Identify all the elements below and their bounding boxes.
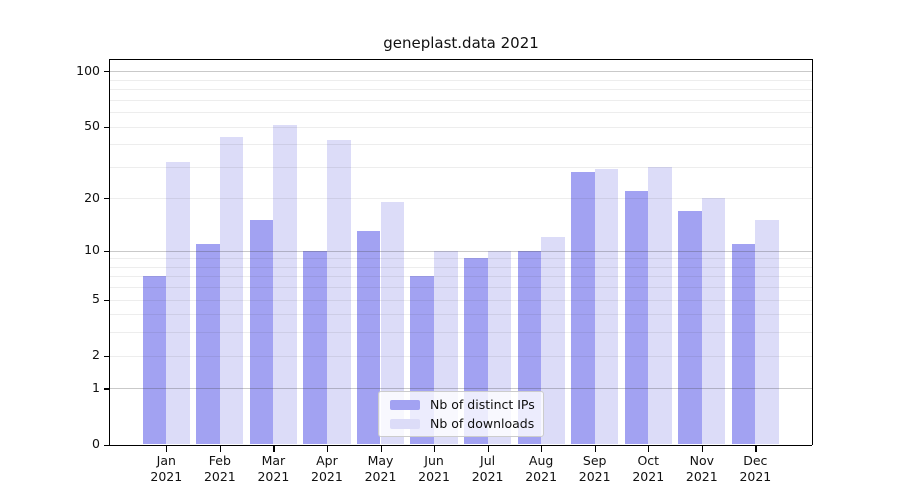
bar-oct-downloads [648, 166, 672, 445]
y-axis-tick [104, 388, 110, 390]
gridline-minor [110, 112, 812, 114]
gridline-major [110, 388, 812, 390]
gridline-minor [110, 99, 812, 101]
y-tick-label: 5 [92, 291, 100, 307]
x-axis-tick [701, 445, 703, 452]
gridline-minor [110, 276, 812, 278]
legend-item-distinct-ips: Nb of distinct IPs [379, 397, 543, 412]
x-tick-label: Apr 2021 [311, 452, 343, 485]
x-tick-label: Dec 2021 [739, 452, 772, 485]
bar-apr-downloads [326, 140, 351, 445]
legend-label-distinct-ips: Nb of distinct IPs [430, 397, 535, 412]
x-axis-tick [434, 445, 436, 452]
legend-item-downloads: Nb of downloads [379, 416, 543, 431]
bar-feb-downloads [219, 136, 244, 445]
bar-sep-downloads [594, 169, 619, 445]
bar-dec-distinct-ips [731, 243, 756, 445]
axis-spine-bottom [109, 444, 812, 446]
y-axis-tick [104, 444, 110, 446]
x-axis-tick [166, 445, 168, 452]
bar-may-distinct-ips [356, 231, 381, 445]
legend-swatch-distinct-ips [390, 399, 420, 410]
gridline-major [110, 250, 812, 252]
x-axis-tick [594, 445, 596, 452]
x-tick-label: Jun 2021 [418, 452, 450, 485]
x-axis-tick [326, 445, 329, 452]
y-axis-tick [104, 198, 110, 200]
chart-title: geneplast.data 2021 [383, 34, 539, 52]
axis-spine-top [109, 59, 812, 61]
bar-dec-downloads [755, 220, 779, 445]
y-tick-label: 100 [76, 62, 100, 78]
x-tick-label: Mar 2021 [257, 452, 290, 485]
x-axis-tick [755, 445, 757, 452]
x-tick-label: Jul 2021 [471, 452, 504, 485]
bar-oct-distinct-ips [624, 190, 649, 445]
bar-may-downloads [380, 202, 405, 445]
x-tick-label: Nov 2021 [685, 452, 718, 485]
bar-mar-distinct-ips [249, 220, 274, 445]
gridline-minor [110, 126, 812, 128]
bar-jan-distinct-ips [142, 276, 167, 445]
y-tick-label: 10 [84, 242, 100, 258]
legend-label-downloads: Nb of downloads [430, 416, 535, 431]
y-axis-tick [104, 250, 110, 252]
gridline-minor [110, 314, 812, 316]
bar-feb-distinct-ips [196, 243, 220, 445]
gridline-minor [110, 89, 812, 91]
gridline-minor [110, 299, 812, 301]
gridline-minor [110, 144, 812, 146]
y-axis-tick [104, 71, 110, 73]
y-tick-label: 0 [92, 436, 100, 451]
x-axis-tick [487, 445, 489, 452]
legend-swatch-downloads [390, 418, 420, 429]
y-tick-label: 50 [84, 118, 100, 134]
x-tick-label: May 2021 [364, 452, 397, 485]
x-axis-tick [648, 445, 650, 452]
legend: Nb of distinct IPs Nb of downloads [378, 391, 544, 437]
y-axis-tick [104, 126, 110, 128]
gridline-major [110, 71, 812, 73]
bar-apr-distinct-ips [303, 250, 327, 445]
bar-sep-distinct-ips [571, 172, 595, 445]
x-tick-label: Sep 2021 [578, 452, 611, 485]
axis-spine-right [812, 59, 814, 445]
gridline-minor [110, 332, 812, 334]
bar-nov-downloads [701, 198, 726, 445]
gridline-minor [110, 355, 812, 357]
y-tick-label: 1 [92, 379, 100, 395]
bar-mar-downloads [273, 124, 297, 445]
x-axis-tick [541, 445, 543, 452]
bar-aug-downloads [541, 237, 565, 445]
gridline-minor [110, 166, 812, 168]
y-tick-label: 2 [92, 347, 100, 363]
gridline-minor [110, 79, 812, 81]
x-tick-label: Feb 2021 [203, 452, 236, 485]
x-tick-label: Jan 2021 [150, 452, 183, 485]
y-axis-tick [104, 299, 110, 301]
gridline-minor [110, 266, 812, 268]
gridline-minor [110, 258, 812, 260]
bar-jan-downloads [166, 161, 190, 445]
gridline-minor [110, 198, 812, 200]
y-axis-tick [104, 355, 110, 357]
x-tick-label: Aug 2021 [525, 452, 558, 485]
x-axis-tick [380, 445, 382, 452]
gridline-minor [110, 287, 812, 289]
x-axis-tick [219, 445, 222, 452]
bar-nov-distinct-ips [678, 210, 702, 445]
x-tick-label: Oct 2021 [632, 452, 665, 485]
y-tick-label: 20 [84, 189, 100, 205]
x-axis-tick [273, 445, 275, 452]
